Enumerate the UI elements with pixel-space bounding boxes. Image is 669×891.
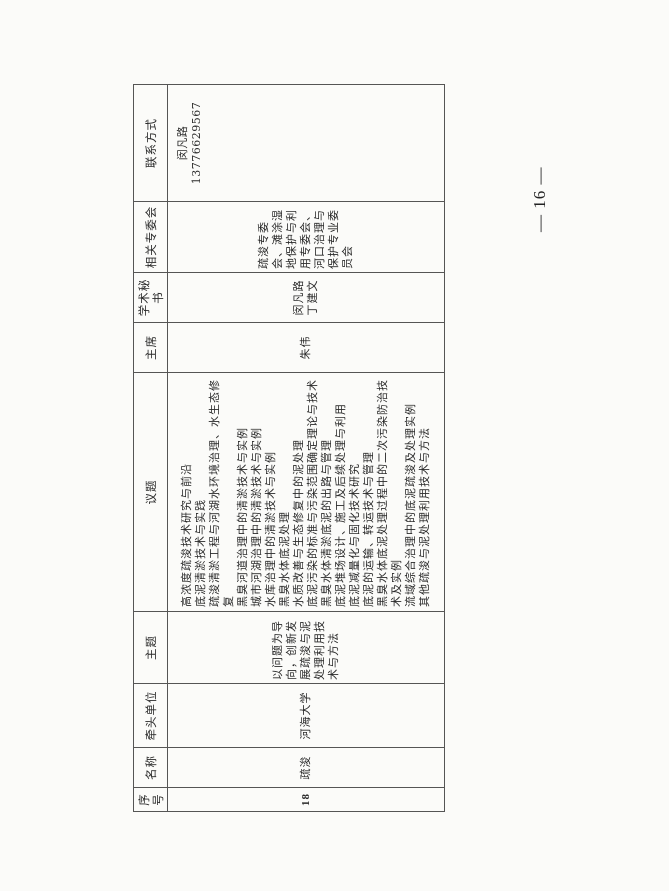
header-chair: 主席 [133, 322, 168, 373]
header-name: 名称 [133, 747, 168, 788]
topic-item: 水库治理中的清淤技术与实例 [264, 451, 277, 607]
cell-secretary: 闵凡路 丁建文 [167, 272, 445, 323]
cell-index: 18 [167, 787, 445, 812]
topic-item: 其他疏浚与泥处理利用技术与方法 [418, 427, 431, 607]
topic-item: 底泥的运输、转运技术与管理 [362, 451, 375, 607]
topic-item: 底泥减量化与固化技术研究 [348, 463, 361, 607]
header-contact: 联系方式 [133, 84, 168, 202]
topic-item: 底泥清淤技术与实践 [194, 499, 207, 607]
header-index: 序号 [133, 787, 168, 812]
rotated-table-container: 序号 名称 牵头单位 主题 议题 主席 学术秘书 相关专委会 联系方式 18 疏… [133, 84, 445, 812]
cell-chair: 朱伟 [167, 322, 445, 373]
topic-item: 城市河湖治理中的清淤技术与实例 [250, 427, 263, 607]
header-topics: 议题 [133, 372, 168, 612]
topic-item: 底泥污染的标准与污染范围确定理论与技术 [306, 379, 319, 607]
topic-item: 流域综合治理中的底泥疏浚及处理实例 [404, 403, 417, 607]
cell-name: 疏浚 [167, 747, 445, 788]
page-number: — 16 — [530, 166, 549, 233]
header-theme: 主题 [133, 611, 168, 684]
topic-item: 底泥堆场设计、施工及后续处理与利用 [334, 403, 347, 607]
header-secretary: 学术秘书 [133, 272, 168, 323]
header-committee: 相关专委会 [133, 201, 168, 273]
topic-item: 黑臭河道治理中的清淤技术与实例 [236, 427, 249, 607]
cell-committee: 疏浚专委会、滩涂湿地保护与利用专委会、河口治理与保护专业委员会 [167, 201, 445, 273]
topic-item: 高浓度疏浚技术研究与前沿 [180, 463, 193, 607]
conference-topic-table: 序号 名称 牵头单位 主题 议题 主席 学术秘书 相关专委会 联系方式 18 疏… [133, 84, 445, 812]
table-row: 18 疏浚 河海大学 以问题为导向，创新发展疏浚与泥处理利用技术与方法 高浓度疏… [167, 84, 445, 812]
topic-item: 疏浚清淤工程与河湖水环境治理、水生态修复 [208, 379, 235, 607]
cell-contact: 闵凡路 13776629567 [167, 84, 445, 202]
topic-item: 黑臭水体底泥处理 [278, 511, 291, 607]
cell-lead-unit: 河海大学 [167, 683, 445, 748]
cell-theme: 以问题为导向，创新发展疏浚与泥处理利用技术与方法 [167, 611, 445, 684]
cell-topics: 高浓度疏浚技术研究与前沿 底泥清淤技术与实践 疏浚清淤工程与河湖水环境治理、水生态修… [167, 372, 445, 612]
table-header-row: 序号 名称 牵头单位 主题 议题 主席 学术秘书 相关专委会 联系方式 [133, 84, 168, 812]
topic-item: 水质改善与生态修复中的泥处理 [292, 439, 305, 607]
topic-item: 黑臭水体清淤底泥的出路与管理 [320, 439, 333, 607]
header-lead-unit: 牵头单位 [133, 683, 168, 748]
topic-item: 黑臭水体底泥处理过程中的二次污染防治技术及实例 [376, 379, 403, 607]
